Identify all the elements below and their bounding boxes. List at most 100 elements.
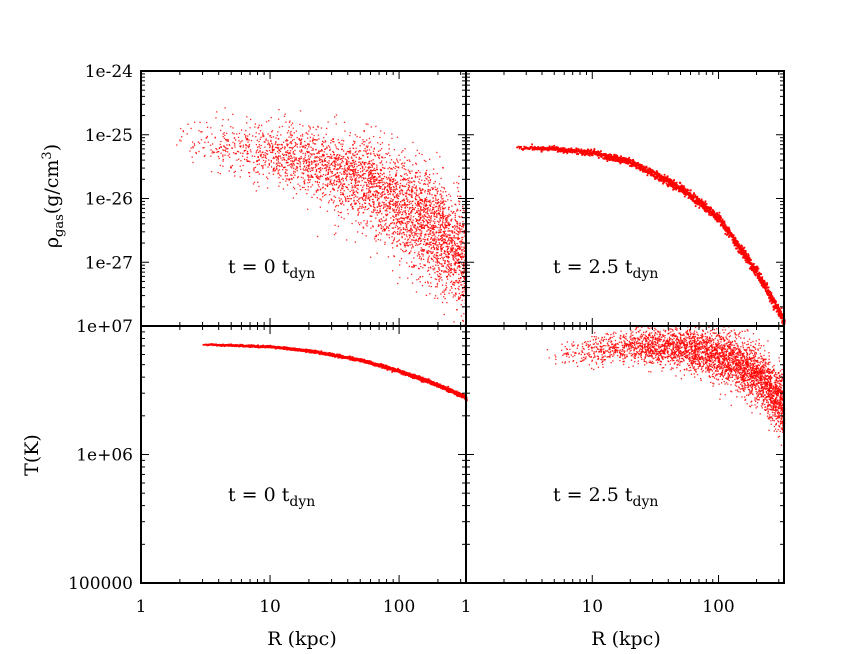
data-point xyxy=(325,133,327,136)
data-point xyxy=(696,195,699,198)
data-point xyxy=(269,135,272,137)
data-point xyxy=(359,136,361,138)
data-point xyxy=(308,151,310,153)
data-point xyxy=(337,187,339,189)
data-point xyxy=(396,181,399,183)
data-point xyxy=(440,196,442,198)
data-point xyxy=(335,161,337,163)
data-point xyxy=(330,162,333,165)
data-point xyxy=(434,278,437,280)
data-point xyxy=(389,183,392,185)
data-point xyxy=(397,166,400,168)
data-point xyxy=(448,230,450,232)
data-point xyxy=(721,218,724,221)
data-point xyxy=(440,248,442,250)
data-point xyxy=(276,146,278,149)
data-point xyxy=(413,184,415,186)
data-point xyxy=(315,191,318,193)
data-point xyxy=(324,148,326,150)
data-point xyxy=(419,215,421,217)
data-point xyxy=(388,148,390,150)
data-point xyxy=(665,177,668,180)
data-point xyxy=(224,107,226,109)
data-point xyxy=(276,168,278,170)
data-point xyxy=(440,244,442,246)
data-point xyxy=(312,137,314,139)
data-point xyxy=(540,147,543,149)
data-point xyxy=(439,218,441,220)
data-point xyxy=(405,217,407,219)
data-point xyxy=(451,283,454,285)
data-point xyxy=(396,201,398,203)
data-point xyxy=(415,190,418,192)
data-point xyxy=(265,160,267,162)
data-point xyxy=(452,273,454,275)
data-point xyxy=(345,197,347,199)
data-point xyxy=(414,212,416,214)
data-point xyxy=(693,196,696,198)
data-point xyxy=(246,138,249,141)
data-point xyxy=(450,240,452,242)
data-point xyxy=(562,150,565,153)
data-point xyxy=(314,181,317,183)
data-point xyxy=(321,193,324,195)
data-point xyxy=(388,186,391,188)
data-point xyxy=(258,140,260,143)
data-point xyxy=(369,190,372,192)
data-point xyxy=(439,269,441,271)
data-point xyxy=(288,164,291,166)
data-point xyxy=(436,274,439,276)
data-point xyxy=(334,163,336,165)
data-point xyxy=(223,132,225,134)
data-point xyxy=(333,180,335,182)
data-point xyxy=(292,165,294,167)
data-point xyxy=(603,152,606,155)
data-point xyxy=(654,171,657,174)
data-point xyxy=(298,139,301,141)
data-point xyxy=(445,219,447,221)
data-point xyxy=(309,168,311,170)
data-point xyxy=(416,235,419,237)
data-point xyxy=(381,156,383,158)
data-point xyxy=(283,115,286,117)
data-point xyxy=(402,200,404,202)
data-point xyxy=(430,217,432,219)
data-point xyxy=(427,183,429,185)
data-point xyxy=(448,292,450,294)
data-point xyxy=(415,196,417,198)
data-point xyxy=(248,172,251,174)
data-point xyxy=(329,194,331,196)
data-point xyxy=(368,170,370,173)
data-point xyxy=(343,204,345,206)
data-point xyxy=(435,206,437,208)
data-point xyxy=(624,157,627,160)
data-point xyxy=(398,239,401,241)
data-point xyxy=(537,146,539,148)
data-point xyxy=(305,166,308,169)
data-point xyxy=(419,211,421,213)
data-point xyxy=(455,229,458,231)
data-point xyxy=(326,176,329,179)
data-point xyxy=(391,233,393,235)
data-point xyxy=(248,139,250,141)
data-point xyxy=(260,136,262,138)
data-point xyxy=(287,157,289,160)
data-point xyxy=(398,210,400,212)
data-point xyxy=(390,179,392,182)
data-point xyxy=(429,223,431,226)
data-point xyxy=(306,164,308,167)
data-point xyxy=(516,146,519,149)
data-point xyxy=(282,141,285,143)
data-point xyxy=(432,242,435,245)
data-point xyxy=(286,184,289,186)
data-point xyxy=(335,164,337,166)
data-point xyxy=(356,153,359,155)
data-point xyxy=(409,231,411,233)
data-point xyxy=(431,235,433,237)
data-point xyxy=(366,220,368,222)
data-point xyxy=(368,194,370,196)
data-point xyxy=(728,229,731,232)
data-point xyxy=(287,130,290,132)
data-point xyxy=(419,281,421,283)
data-point xyxy=(460,256,462,258)
